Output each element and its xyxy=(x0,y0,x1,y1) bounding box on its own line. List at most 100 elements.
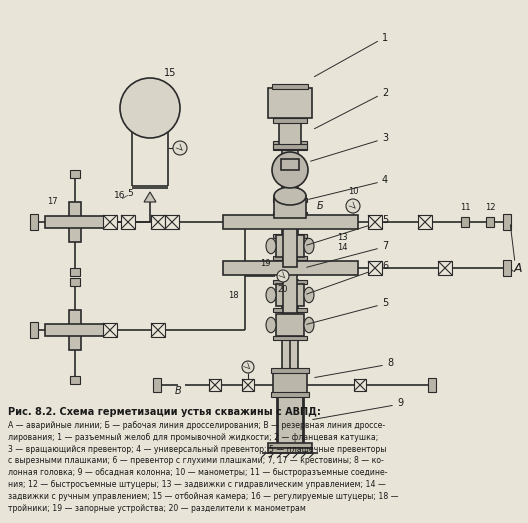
Bar xyxy=(273,336,307,340)
Text: 19: 19 xyxy=(260,259,270,268)
Bar xyxy=(268,448,312,453)
Bar xyxy=(282,202,298,274)
Text: задвижки с ручным управлением; 15 — отбойная камера; 16 — регулируемые штуцеры; : задвижки с ручным управлением; 15 — отбо… xyxy=(8,492,399,501)
Bar xyxy=(70,268,80,276)
Text: 7: 7 xyxy=(382,241,388,251)
Bar xyxy=(273,143,307,149)
Text: 5: 5 xyxy=(382,298,388,308)
Bar xyxy=(268,443,312,448)
Bar xyxy=(273,372,307,394)
Text: 13: 13 xyxy=(337,233,347,243)
Text: лирования; 1 — разъемный желоб для промывочной жидкости; 2 — фланцевая катушка;: лирования; 1 — разъемный желоб для промы… xyxy=(8,433,378,442)
Circle shape xyxy=(272,152,308,188)
Text: 11: 11 xyxy=(460,203,470,212)
Bar xyxy=(30,322,38,338)
Circle shape xyxy=(120,78,180,138)
Bar xyxy=(503,214,511,230)
Polygon shape xyxy=(144,192,156,202)
Bar xyxy=(281,159,299,170)
Bar xyxy=(273,212,307,216)
Bar xyxy=(273,280,307,284)
Ellipse shape xyxy=(304,317,314,333)
Bar xyxy=(282,148,298,196)
Bar xyxy=(70,170,80,178)
Text: 10: 10 xyxy=(348,188,359,197)
Bar xyxy=(438,261,452,275)
Ellipse shape xyxy=(266,238,276,254)
Bar xyxy=(276,235,304,257)
Bar xyxy=(283,177,297,267)
Bar xyxy=(103,215,117,229)
Bar xyxy=(283,223,297,313)
Bar xyxy=(70,278,80,286)
Text: 16: 16 xyxy=(114,191,126,200)
Bar xyxy=(273,308,307,312)
Bar xyxy=(273,146,307,150)
Text: тройники; 19 — запорные устройства; 20 — разделители к манометрам: тройники; 19 — запорные устройства; 20 —… xyxy=(8,504,306,513)
Bar xyxy=(486,217,494,227)
Text: 15: 15 xyxy=(164,68,176,78)
Bar xyxy=(276,284,304,306)
Bar xyxy=(268,88,312,118)
Bar xyxy=(69,202,81,242)
Text: В: В xyxy=(175,386,182,396)
Text: 5: 5 xyxy=(127,189,133,199)
Bar xyxy=(45,216,105,228)
Circle shape xyxy=(242,361,254,373)
Bar xyxy=(151,323,165,337)
Circle shape xyxy=(346,199,360,213)
Bar xyxy=(271,368,309,372)
Bar xyxy=(273,256,307,260)
Text: лонная головка; 9 — обсадная колонна; 10 — манометры; 11 — быстроразъемные соеди: лонная головка; 9 — обсадная колонна; 10… xyxy=(8,468,388,477)
Bar xyxy=(153,378,161,392)
Bar xyxy=(273,141,307,145)
Bar xyxy=(273,234,307,238)
Bar xyxy=(272,84,308,88)
Text: 6: 6 xyxy=(382,261,388,271)
Bar xyxy=(279,122,301,146)
Bar xyxy=(273,118,307,122)
Bar xyxy=(428,378,436,392)
Bar xyxy=(222,215,357,229)
Bar xyxy=(277,395,303,445)
Text: 2: 2 xyxy=(382,88,388,98)
Bar xyxy=(368,261,382,275)
Bar xyxy=(30,214,38,230)
Ellipse shape xyxy=(266,287,276,303)
Text: A: A xyxy=(514,262,522,275)
Text: 4: 4 xyxy=(382,175,388,185)
Text: Б: Б xyxy=(317,201,323,211)
Bar xyxy=(209,379,221,391)
Text: 14: 14 xyxy=(337,244,347,253)
Circle shape xyxy=(173,141,187,155)
Text: 20: 20 xyxy=(278,286,288,294)
Ellipse shape xyxy=(274,187,306,205)
Bar xyxy=(70,376,80,384)
Text: 3: 3 xyxy=(382,133,388,143)
Bar xyxy=(271,392,309,396)
Bar xyxy=(282,280,298,335)
Bar xyxy=(274,196,306,218)
Text: ния; 12 — быстросъемные штуцеры; 13 — задвижки с гидравлическим управлением; 14 : ния; 12 — быстросъемные штуцеры; 13 — за… xyxy=(8,480,386,489)
Bar xyxy=(503,260,511,276)
Bar xyxy=(368,215,382,229)
Bar xyxy=(45,324,105,336)
Text: 9: 9 xyxy=(397,398,403,408)
Text: с вырезными плашками; 6 — превентор с глухими плашками; 7, 17 — крестовины; 8 — : с вырезными плашками; 6 — превентор с гл… xyxy=(8,457,384,465)
Text: А — аварийные линии; Б — рабочая линия дросселирования; В — резервная линия дрос: А — аварийные линии; Б — рабочая линия д… xyxy=(8,421,385,430)
Bar xyxy=(461,217,469,227)
Bar xyxy=(273,198,307,202)
Ellipse shape xyxy=(304,287,314,303)
Bar xyxy=(165,215,179,229)
Bar xyxy=(354,379,366,391)
Text: 17: 17 xyxy=(46,198,58,207)
Text: 5: 5 xyxy=(382,215,388,225)
Text: 12: 12 xyxy=(485,203,495,212)
Bar xyxy=(151,215,165,229)
Text: 18: 18 xyxy=(228,291,238,301)
Bar xyxy=(69,310,81,350)
Bar xyxy=(282,340,298,370)
Text: 3 — вращающийся превентор; 4 — универсальный превентор; 5 — плашечные превенторы: 3 — вращающийся превентор; 4 — универсал… xyxy=(8,445,386,453)
Text: 8: 8 xyxy=(387,358,393,368)
Bar xyxy=(222,261,357,275)
